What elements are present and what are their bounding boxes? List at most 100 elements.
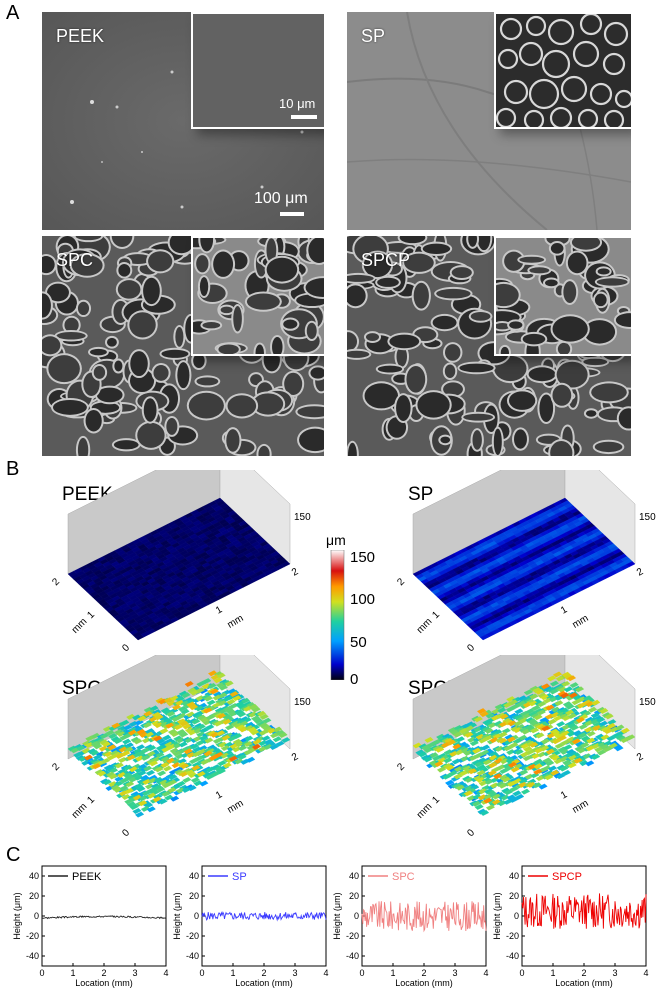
x-tick-label: 2 <box>581 968 586 978</box>
y-tick-label: -40 <box>506 951 519 961</box>
surface-plot-sp: 2 1 0 1 2 mm mm 150 <box>395 470 656 654</box>
axis-unit-label: mm <box>571 798 591 816</box>
axis-tick-label: 2 <box>50 576 62 588</box>
x-tick-label: 3 <box>452 968 457 978</box>
x-axis-label: Location (mm) <box>555 978 613 988</box>
sem-label: SP <box>361 26 386 46</box>
inset-scale-label: 10 μm <box>279 96 316 111</box>
profile-chart-spcp: 0 1 2 3 4 40 20 0 -20 -40 Location (mm) Height (μm)… <box>492 865 649 988</box>
y-tick-label: 40 <box>29 871 39 881</box>
x-axis-label: Location (mm) <box>75 978 133 988</box>
x-tick-label: 1 <box>230 968 235 978</box>
panel-label-a: A <box>6 2 20 24</box>
panel-label-c: C <box>6 844 21 866</box>
profile-chart-peek: 0 1 2 3 4 40 20 0 -20 -40 Location (mm) Height (μm)… <box>12 865 169 988</box>
colorbar-tick: 50 <box>350 634 367 651</box>
x-tick-label: 1 <box>550 968 555 978</box>
x-tick-label: 4 <box>323 968 328 978</box>
sem-inset <box>191 236 324 356</box>
x-tick-label: 1 <box>70 968 75 978</box>
axis-tick-label: 2 <box>50 761 62 773</box>
y-axis-label: Height (μm) <box>332 892 342 939</box>
x-tick-label: 2 <box>421 968 426 978</box>
colorbar <box>330 550 345 680</box>
x-tick-label: 1 <box>390 968 395 978</box>
y-axis-label: Height (μm) <box>492 892 502 939</box>
y-tick-label: 0 <box>354 911 359 921</box>
y-tick-label: -20 <box>506 931 519 941</box>
axis-tick-label: 1 <box>214 789 225 802</box>
x-tick-label: 0 <box>39 968 44 978</box>
sem-inset: 10 μm <box>191 12 324 129</box>
legend-label: SPCP <box>552 871 582 883</box>
sem-image-peek: PEEK 10 μm 100 μm <box>42 12 324 230</box>
axis-tick-label: 1 <box>214 604 225 617</box>
axis-tick-label: 0 <box>465 827 477 839</box>
axis-tick-label: 0 <box>120 642 132 654</box>
inset-scale-bar <box>291 115 317 119</box>
y-tick-label: 0 <box>514 911 519 921</box>
x-axis-label: Location (mm) <box>235 978 293 988</box>
axis-tick-label: 0 <box>120 827 132 839</box>
y-tick-label: 40 <box>189 871 199 881</box>
series-line <box>521 893 647 929</box>
axis-tick-label: 1 <box>559 604 570 617</box>
legend-label: SP <box>232 871 247 883</box>
colorbar-tick: 100 <box>350 591 376 608</box>
profile-chart-sp: 0 1 2 3 4 40 20 0 -20 -40 Location (mm) Height (μm)… <box>172 865 329 988</box>
axis-tick-label: 1 <box>430 794 442 806</box>
legend-label: SPC <box>392 871 415 883</box>
sem-image-spcp: SPCP <box>347 236 631 456</box>
axis-tick-label: 1 <box>430 609 442 621</box>
sem-inset <box>494 236 631 356</box>
series-line <box>201 911 327 922</box>
x-tick-label: 2 <box>261 968 266 978</box>
colorbar-tick: 0 <box>350 671 359 688</box>
sem-label: PEEK <box>56 26 105 46</box>
x-tick-label: 4 <box>163 968 168 978</box>
y-tick-label: -40 <box>346 951 359 961</box>
x-tick-label: 4 <box>643 968 648 978</box>
axis-unit-label: mm <box>226 613 246 631</box>
y-tick-label: 40 <box>349 871 359 881</box>
sem-image-spc: SPC <box>42 236 324 456</box>
main-scale-bar <box>280 212 304 216</box>
series-line <box>41 915 167 920</box>
z-max-label: 150 <box>294 697 311 708</box>
sem-label: SPCP <box>361 250 411 270</box>
porous-texture <box>193 238 324 354</box>
y-tick-label: 0 <box>194 911 199 921</box>
y-tick-label: -20 <box>346 931 359 941</box>
y-tick-label: 20 <box>509 891 519 901</box>
colorbar-unit: μm <box>326 532 346 548</box>
x-tick-label: 3 <box>292 968 297 978</box>
x-tick-label: 3 <box>612 968 617 978</box>
x-axis-label: Location (mm) <box>395 978 453 988</box>
surface-plot-spc: 2 1 0 1 2 mm mm 150 <box>50 655 311 839</box>
surface-plot-spcp: 2 1 0 1 2 mm mm 150 <box>395 655 656 839</box>
axis-unit-label: mm <box>70 801 90 821</box>
axis-tick-label: 2 <box>290 566 301 579</box>
y-tick-label: -20 <box>186 931 199 941</box>
axis-tick-label: 1 <box>559 789 570 802</box>
sem-inset <box>494 12 631 129</box>
y-tick-label: 20 <box>29 891 39 901</box>
panel-label-b: B <box>6 458 20 480</box>
colorbar-tick: 150 <box>350 549 376 566</box>
x-tick-label: 0 <box>359 968 364 978</box>
sem-image-sp: SP <box>347 12 631 230</box>
z-max-label: 150 <box>639 697 656 708</box>
axis-unit-label: mm <box>70 616 90 636</box>
y-tick-label: 20 <box>349 891 359 901</box>
y-tick-label: -40 <box>26 951 39 961</box>
x-tick-label: 2 <box>101 968 106 978</box>
surface-plot-peek: 2 1 0 1 2 mm mm 150 <box>50 470 311 654</box>
z-max-label: 150 <box>639 512 656 523</box>
x-tick-label: 4 <box>483 968 488 978</box>
z-max-label: 150 <box>294 512 311 523</box>
axis-unit-label: mm <box>571 613 591 631</box>
x-tick-label: 3 <box>132 968 137 978</box>
y-tick-label: 0 <box>34 911 39 921</box>
x-tick-label: 0 <box>199 968 204 978</box>
y-tick-label: 40 <box>509 871 519 881</box>
